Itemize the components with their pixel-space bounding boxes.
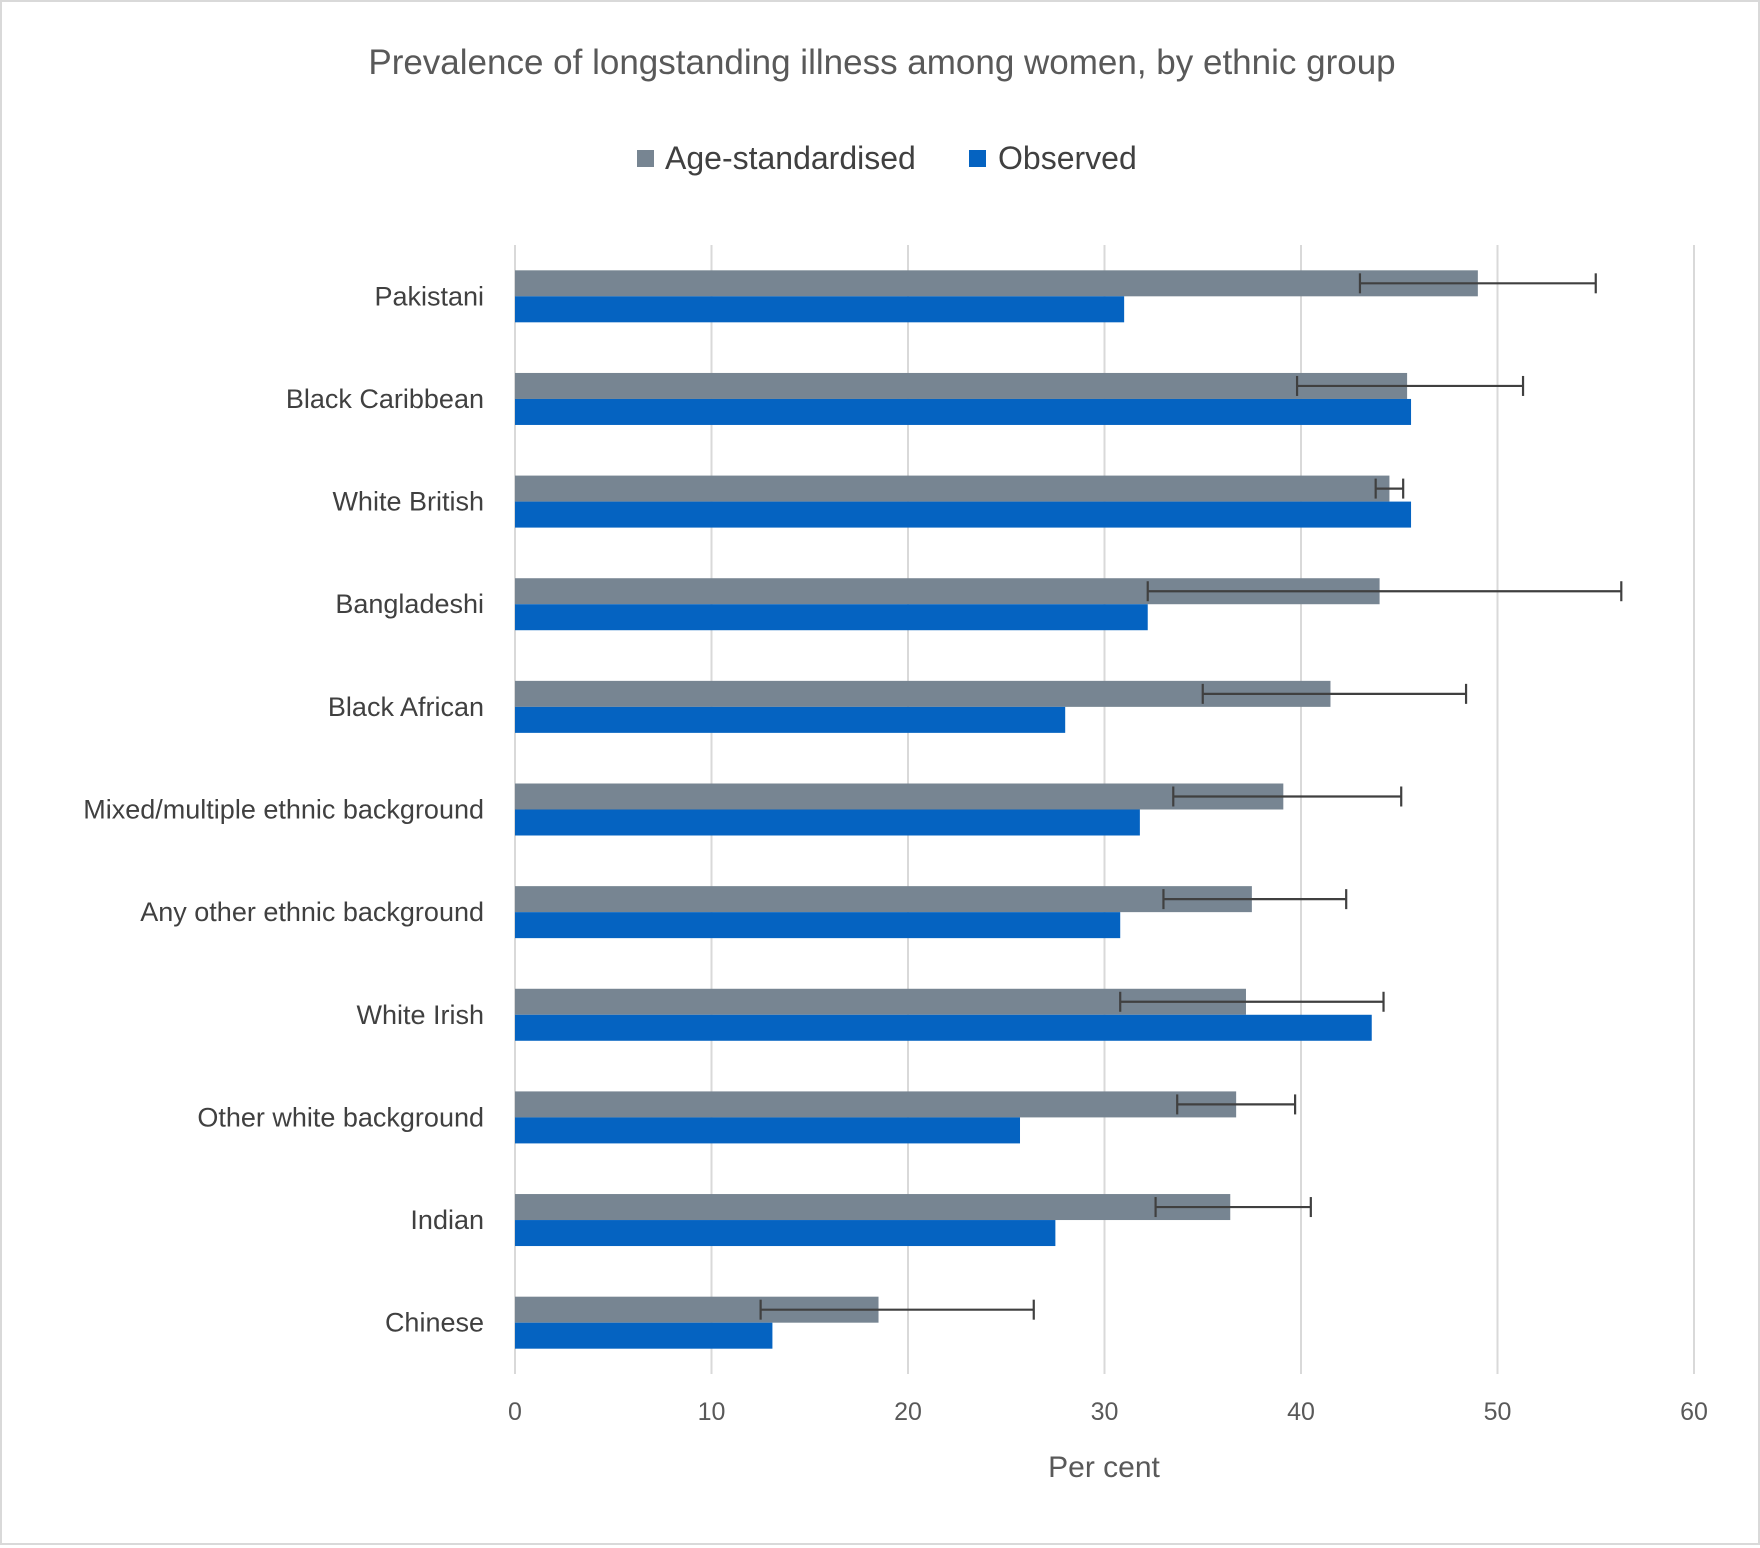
error-bar-other-white-background — [1176, 1094, 1297, 1115]
bar-observed-indian — [515, 1220, 1056, 1247]
chart-title: Prevalence of longstanding illness among… — [368, 43, 1395, 82]
x-tick-label-0: 0 — [508, 1398, 522, 1426]
bar-age-standardised-black-caribbean — [515, 372, 1408, 399]
category-label-white-irish: White Irish — [356, 1000, 484, 1030]
x-tick-label-30: 30 — [1091, 1398, 1119, 1426]
category-label-chinese: Chinese — [385, 1308, 484, 1338]
legend-label-age-standardised: Age-standardised — [665, 140, 916, 176]
x-tick-label-60: 60 — [1680, 1398, 1708, 1426]
bar-observed-white-irish — [515, 1014, 1372, 1041]
bar-age-standardised-black-african — [515, 680, 1331, 707]
x-tick-label-10: 10 — [698, 1398, 726, 1426]
bar-observed-mixed-multiple-ethnic-background — [515, 809, 1140, 836]
x-tick-label-40: 40 — [1287, 1398, 1315, 1426]
x-axis-label: Per cent — [1048, 1451, 1160, 1484]
error-bar-bangladeshi — [1146, 581, 1623, 602]
x-tick-label-50: 50 — [1484, 1398, 1512, 1426]
error-bar-white-irish — [1119, 991, 1385, 1012]
error-bar-black-caribbean — [1295, 375, 1525, 396]
legend: Age-standardised Observed — [637, 140, 1137, 176]
error-bar-white-british — [1374, 478, 1405, 499]
error-bar-black-african — [1201, 683, 1468, 704]
bar-age-standardised-white-british — [515, 475, 1390, 502]
legend-label-observed: Observed — [998, 140, 1137, 176]
bar-observed-white-british — [515, 501, 1412, 528]
bar-observed-bangladeshi — [515, 604, 1148, 631]
error-bar-any-other-ethnic-background — [1162, 889, 1348, 910]
legend-swatch-age-standardised — [637, 150, 654, 167]
bars — [515, 270, 1478, 1349]
error-bar-pakistani — [1358, 273, 1597, 294]
bar-observed-black-african — [515, 706, 1066, 733]
legend-swatch-observed — [969, 150, 986, 167]
category-label-pakistani: Pakistani — [374, 281, 484, 311]
category-label-black-caribbean: Black Caribbean — [286, 384, 484, 414]
error-bars — [759, 273, 1623, 1320]
bar-age-standardised-indian — [515, 1194, 1231, 1221]
category-label-indian: Indian — [410, 1205, 484, 1235]
bar-observed-any-other-ethnic-background — [515, 912, 1121, 939]
category-label-mixed-multiple-ethnic-background: Mixed/multiple ethnic background — [83, 795, 484, 825]
error-bar-mixed-multiple-ethnic-background — [1172, 786, 1403, 807]
category-labels: Pakistani Black Caribbean White British Ban… — [83, 281, 484, 1337]
category-label-white-british: White British — [332, 487, 484, 517]
bar-observed-chinese — [515, 1322, 773, 1349]
bar-age-standardised-any-other-ethnic-background — [515, 886, 1252, 913]
bar-age-standardised-pakistani — [515, 270, 1478, 297]
bar-observed-black-caribbean — [515, 398, 1412, 425]
x-tick-label-20: 20 — [894, 1398, 922, 1426]
error-bar-chinese — [759, 1299, 1035, 1320]
bar-observed-other-white-background — [515, 1117, 1021, 1144]
category-label-any-other-ethnic-background: Any other ethnic background — [140, 897, 484, 927]
error-bar-indian — [1154, 1197, 1312, 1218]
category-label-bangladeshi: Bangladeshi — [335, 589, 484, 619]
category-label-black-african: Black African — [328, 692, 484, 722]
bar-age-standardised-other-white-background — [515, 1091, 1237, 1118]
x-axis-tick-labels: 0 10 20 30 40 50 60 — [508, 1398, 1708, 1426]
bar-observed-pakistani — [515, 296, 1125, 323]
bar-age-standardised-mixed-multiple-ethnic-background — [515, 783, 1284, 810]
category-label-other-white-background: Other white background — [197, 1102, 484, 1132]
